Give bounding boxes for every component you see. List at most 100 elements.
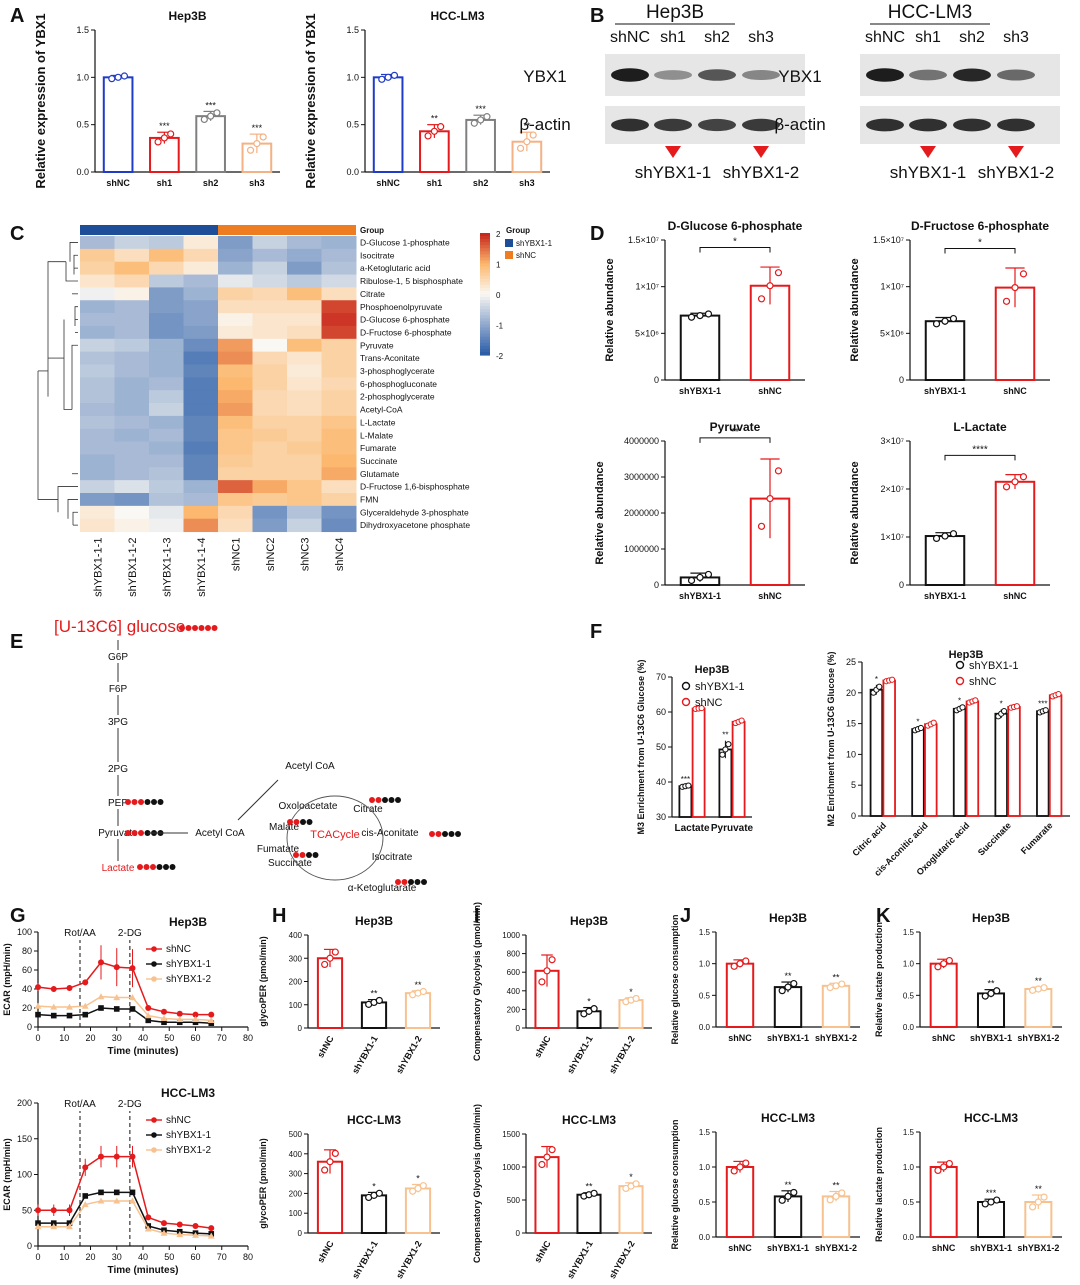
x-tick-label: 30: [112, 1252, 122, 1262]
category-label: shYBX1-2: [1017, 1033, 1059, 1043]
scale-tick-label: 1: [496, 261, 501, 270]
heatmap-cell: [80, 428, 115, 443]
category-label: shNC: [376, 178, 400, 188]
data-point: [321, 1166, 329, 1174]
dendrogram-branch: [57, 486, 78, 513]
carbon-dot: [131, 830, 138, 836]
heatmap-cell: [218, 364, 253, 378]
y-tick-label: 1.0: [903, 960, 915, 969]
chart-title: HCC-LM3: [161, 1086, 215, 1100]
carbon-dot: [414, 879, 421, 885]
category-label: shYBX1-1: [970, 1243, 1012, 1253]
data-point: [696, 573, 704, 582]
row-label: D-Fructose 6-phosphate: [360, 327, 452, 337]
y-tick-label: 1.5: [903, 928, 915, 937]
heatmap-cell: [218, 261, 253, 276]
heatmap-cell: [149, 377, 184, 391]
carbon-dot: [138, 830, 144, 836]
y-tick-label: 2000000: [624, 508, 659, 518]
bar: [195, 115, 226, 173]
data-point: [790, 979, 798, 988]
tca-metabolite: Succinate: [268, 858, 312, 869]
data-point: [192, 1231, 199, 1238]
heatmap-cell: [252, 236, 288, 250]
category-label: shNC: [315, 1034, 336, 1060]
heatmap-cell: [218, 454, 253, 468]
heatmap-cell: [183, 364, 219, 378]
heatmap-cell: [287, 287, 322, 301]
category-label: shYBX1-2: [394, 1239, 424, 1280]
data-point: [940, 960, 948, 968]
heatmap-cell: [321, 428, 357, 443]
data-point: [981, 992, 989, 1000]
heatmap-cell: [80, 236, 115, 250]
category-label: shNC: [932, 1033, 956, 1043]
data-point: [66, 1207, 73, 1214]
data-point: [120, 72, 129, 80]
heatmap-cell: [218, 274, 253, 288]
category-label: sh3: [249, 178, 265, 188]
y-tick-label: 800: [507, 950, 521, 959]
heatmap-cell: [149, 415, 184, 430]
arrow-label: shYBX1-2: [978, 163, 1055, 182]
data-point: [437, 123, 445, 131]
row-label: Glutamate: [360, 469, 399, 479]
category-label: shNC: [1003, 591, 1027, 601]
y-tick-label: 1.0: [903, 1163, 915, 1172]
significance-label: ***: [159, 121, 170, 131]
actin-band: [866, 118, 904, 132]
heatmap-cell: [287, 261, 322, 276]
heatmap-cell: [287, 505, 322, 520]
row-label: 3-phosphoglycerate: [360, 366, 435, 376]
scale-swatch: [480, 351, 490, 356]
heatmap-cell: [149, 351, 184, 365]
column-label: shNC2: [265, 538, 277, 572]
heatmap-cell: [114, 287, 150, 301]
row-label: Acetyl-CoA: [360, 405, 403, 415]
y-tick-label: 1.5×10⁷: [873, 235, 904, 245]
data-point: [50, 1012, 57, 1019]
heatmap-cell: [114, 300, 150, 314]
y-tick-label: 1.5: [903, 1128, 915, 1137]
bar: [976, 992, 1006, 1029]
y-tick-label: 500: [289, 1130, 303, 1139]
legend-marker: [955, 660, 965, 670]
row-label: Pyruvate: [360, 340, 394, 350]
bar: [994, 480, 1036, 586]
panel-letter-c: C: [10, 223, 24, 245]
data-point: [144, 1012, 152, 1019]
tca-metabolite: Citrate: [353, 804, 383, 815]
dendrogram-branch: [73, 254, 78, 275]
ybx1-band: [997, 69, 1035, 81]
scale-swatch: [480, 251, 490, 255]
chart-f1: 30 40 50 60 70 Hep3B M3 Enrichment from U-13C6…: [636, 659, 754, 834]
heatmap-cell: [287, 467, 322, 481]
y-axis-label: Relative abundance: [594, 461, 606, 564]
legend-label: shNC: [166, 1115, 191, 1126]
x-axis-label: Time (minutes): [108, 1265, 179, 1276]
heatmap-cell: [149, 364, 184, 378]
data-point: [35, 984, 41, 991]
data-point: [384, 73, 392, 81]
scale-swatch: [480, 287, 490, 292]
data-point: [543, 1153, 551, 1161]
heatmap-cell: [183, 313, 219, 327]
category-label: shNC: [532, 1239, 553, 1265]
data-point: [98, 1153, 104, 1160]
data-point: [66, 1012, 73, 1019]
data-point: [483, 113, 491, 121]
data-point: [160, 1229, 168, 1236]
bar: [618, 999, 644, 1029]
significance-label: **: [523, 121, 531, 131]
step-backdrop: [96, 650, 140, 663]
heatmap-cell: [321, 325, 357, 340]
carbon-dot: [287, 819, 293, 825]
ybx1-band: [698, 69, 736, 81]
carbon-dot: [435, 831, 442, 837]
y-tick-label: 150: [17, 1134, 32, 1144]
y-axis-label: Relative abundance: [849, 258, 861, 361]
heatmap-cell: [218, 248, 253, 263]
data-point: [246, 146, 255, 154]
significance-label: ****: [972, 444, 988, 455]
significance-label: **: [832, 972, 840, 982]
